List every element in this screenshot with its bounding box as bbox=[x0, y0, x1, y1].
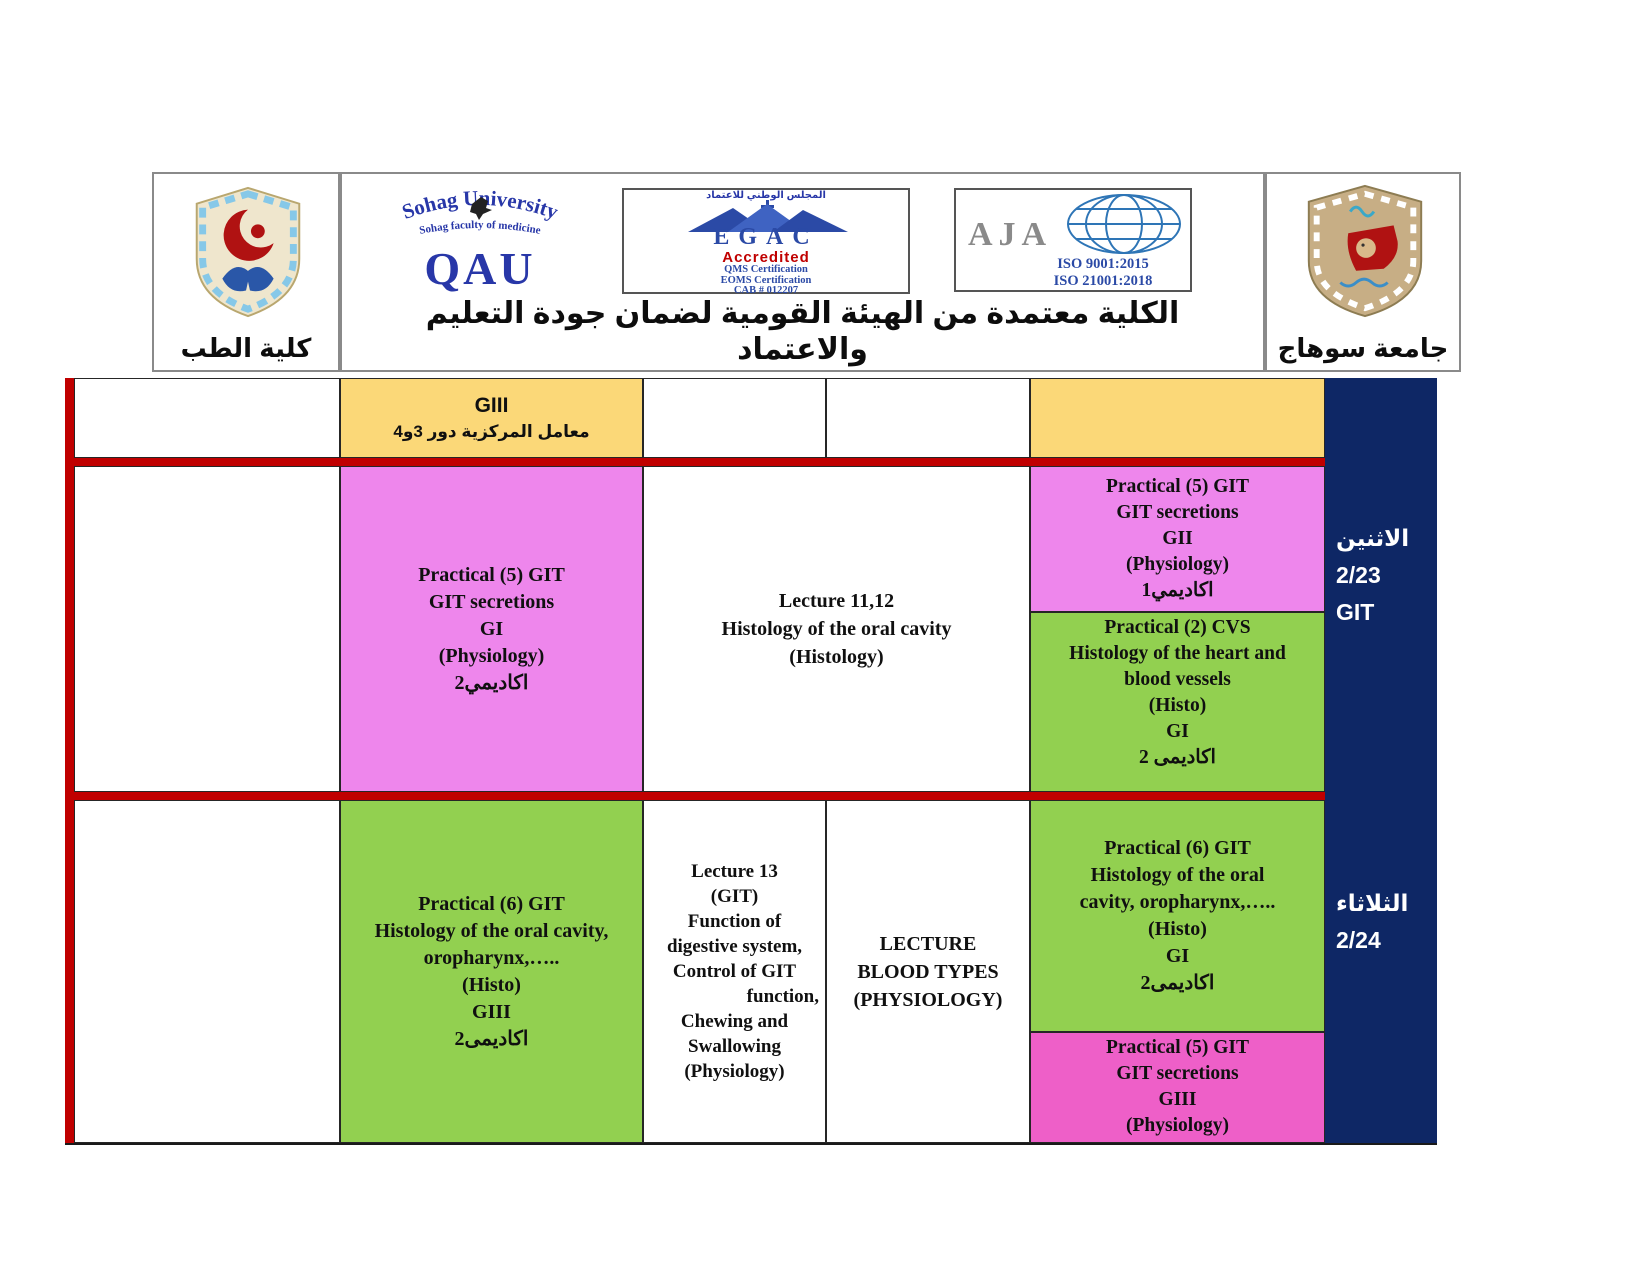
empty-cell-monday-c1 bbox=[74, 466, 340, 792]
university-logo-box: جامعة سوهاج bbox=[1265, 172, 1461, 372]
faculty-caption: كلية الطب bbox=[180, 333, 312, 363]
egac-name: EGAC bbox=[713, 224, 819, 250]
cell-tuesday-lecture-13: Lecture 13 (GIT) Function of digestive syst… bbox=[643, 800, 826, 1143]
cell-tuesday-lecture-blood-types: LECTURE BLOOD TYPES (PHYSIOLOGY) bbox=[826, 800, 1030, 1143]
empty-cell-tuesday-c1 bbox=[74, 800, 340, 1143]
table-bottom-border bbox=[65, 1143, 1437, 1145]
qau-logo-block: Sohag University Sohag faculty of medici… bbox=[360, 180, 600, 310]
empty-cell-r1c5-yellow bbox=[1030, 378, 1325, 458]
svg-text:Sohag faculty of medicine: Sohag faculty of medicine bbox=[418, 219, 541, 237]
faculty-of-medicine-logo-icon bbox=[195, 186, 301, 318]
cell-monday-lecture-histology: Lecture 11,12 Histology of the oral cavit… bbox=[643, 466, 1030, 792]
aja-globe-icon bbox=[1067, 194, 1181, 254]
egac-certification-lines: QMS Certification EOMS Certification CAB #… bbox=[720, 264, 812, 296]
cell-tuesday-practical-histo-gi: Practical (6) GIT Histology of the oral ca… bbox=[1030, 800, 1325, 1032]
tuesday-day-label: الثلاثاء 2/24 bbox=[1336, 890, 1409, 953]
aja-iso-lines: ISO 9001:2015 ISO 21001:2018 bbox=[1053, 256, 1153, 289]
cell-monday-practical-physiology-gi: Practical (5) GIT GIT secretions GI (Physio… bbox=[340, 466, 643, 792]
empty-cell-r1c1 bbox=[74, 378, 340, 458]
sohag-university-logo-icon bbox=[1307, 184, 1423, 318]
accreditation-statement: الكلية معتمدة من الهيئة القومية لضمان جو… bbox=[425, 297, 1180, 366]
aja-logo-box: AJA ISO 9001:2015 ISO 21001:2018 bbox=[954, 188, 1192, 292]
cell-tuesday-practical-histo-giii: Practical (6) GIT Histology of the oral c… bbox=[340, 800, 643, 1143]
cell-tuesday-practical-physiology-giii: Practical (5) GIT GIT secretions GIII (Phys… bbox=[1030, 1032, 1325, 1143]
aja-name: AJA bbox=[968, 216, 1053, 253]
red-divider-middle bbox=[65, 792, 1325, 800]
egac-accredited-label: Accredited bbox=[722, 249, 810, 266]
cell-monday-practical-cvs-histo: Practical (2) CVS Histology of the heart … bbox=[1030, 612, 1325, 792]
cell-monday-practical-physiology-gii: Practical (5) GIT GIT secretions GII (Physi… bbox=[1030, 466, 1325, 612]
egac-mountains-icon bbox=[688, 200, 848, 232]
qau-emblem-icon bbox=[470, 197, 492, 220]
egac-arabic-arc-text: المجلس الوطني للاعتماد bbox=[706, 190, 826, 201]
monday-day-label: الاثنين 2/23 GIT bbox=[1336, 525, 1410, 625]
accreditation-header-box: Sohag University Sohag faculty of medici… bbox=[340, 172, 1265, 372]
day-column bbox=[1325, 378, 1437, 1143]
qau-abbreviation: QAU bbox=[424, 243, 536, 294]
empty-cell-r1c4 bbox=[826, 378, 1030, 458]
faculty-logo-box: كلية الطب bbox=[152, 172, 340, 372]
cell-lab-note-giii: GIII معامل المركزية دور 3و4 bbox=[340, 378, 643, 458]
red-divider-top bbox=[65, 458, 1325, 466]
egac-logo-box: المجلس الوطني للاعتماد EGAC Accredited Q… bbox=[622, 188, 910, 296]
qau-arc-text: Sohag University Sohag faculty of medici… bbox=[399, 186, 562, 237]
empty-cell-r1c3 bbox=[643, 378, 826, 458]
table-left-red-border bbox=[65, 378, 74, 1145]
university-caption: جامعة سوهاج bbox=[1277, 333, 1449, 363]
